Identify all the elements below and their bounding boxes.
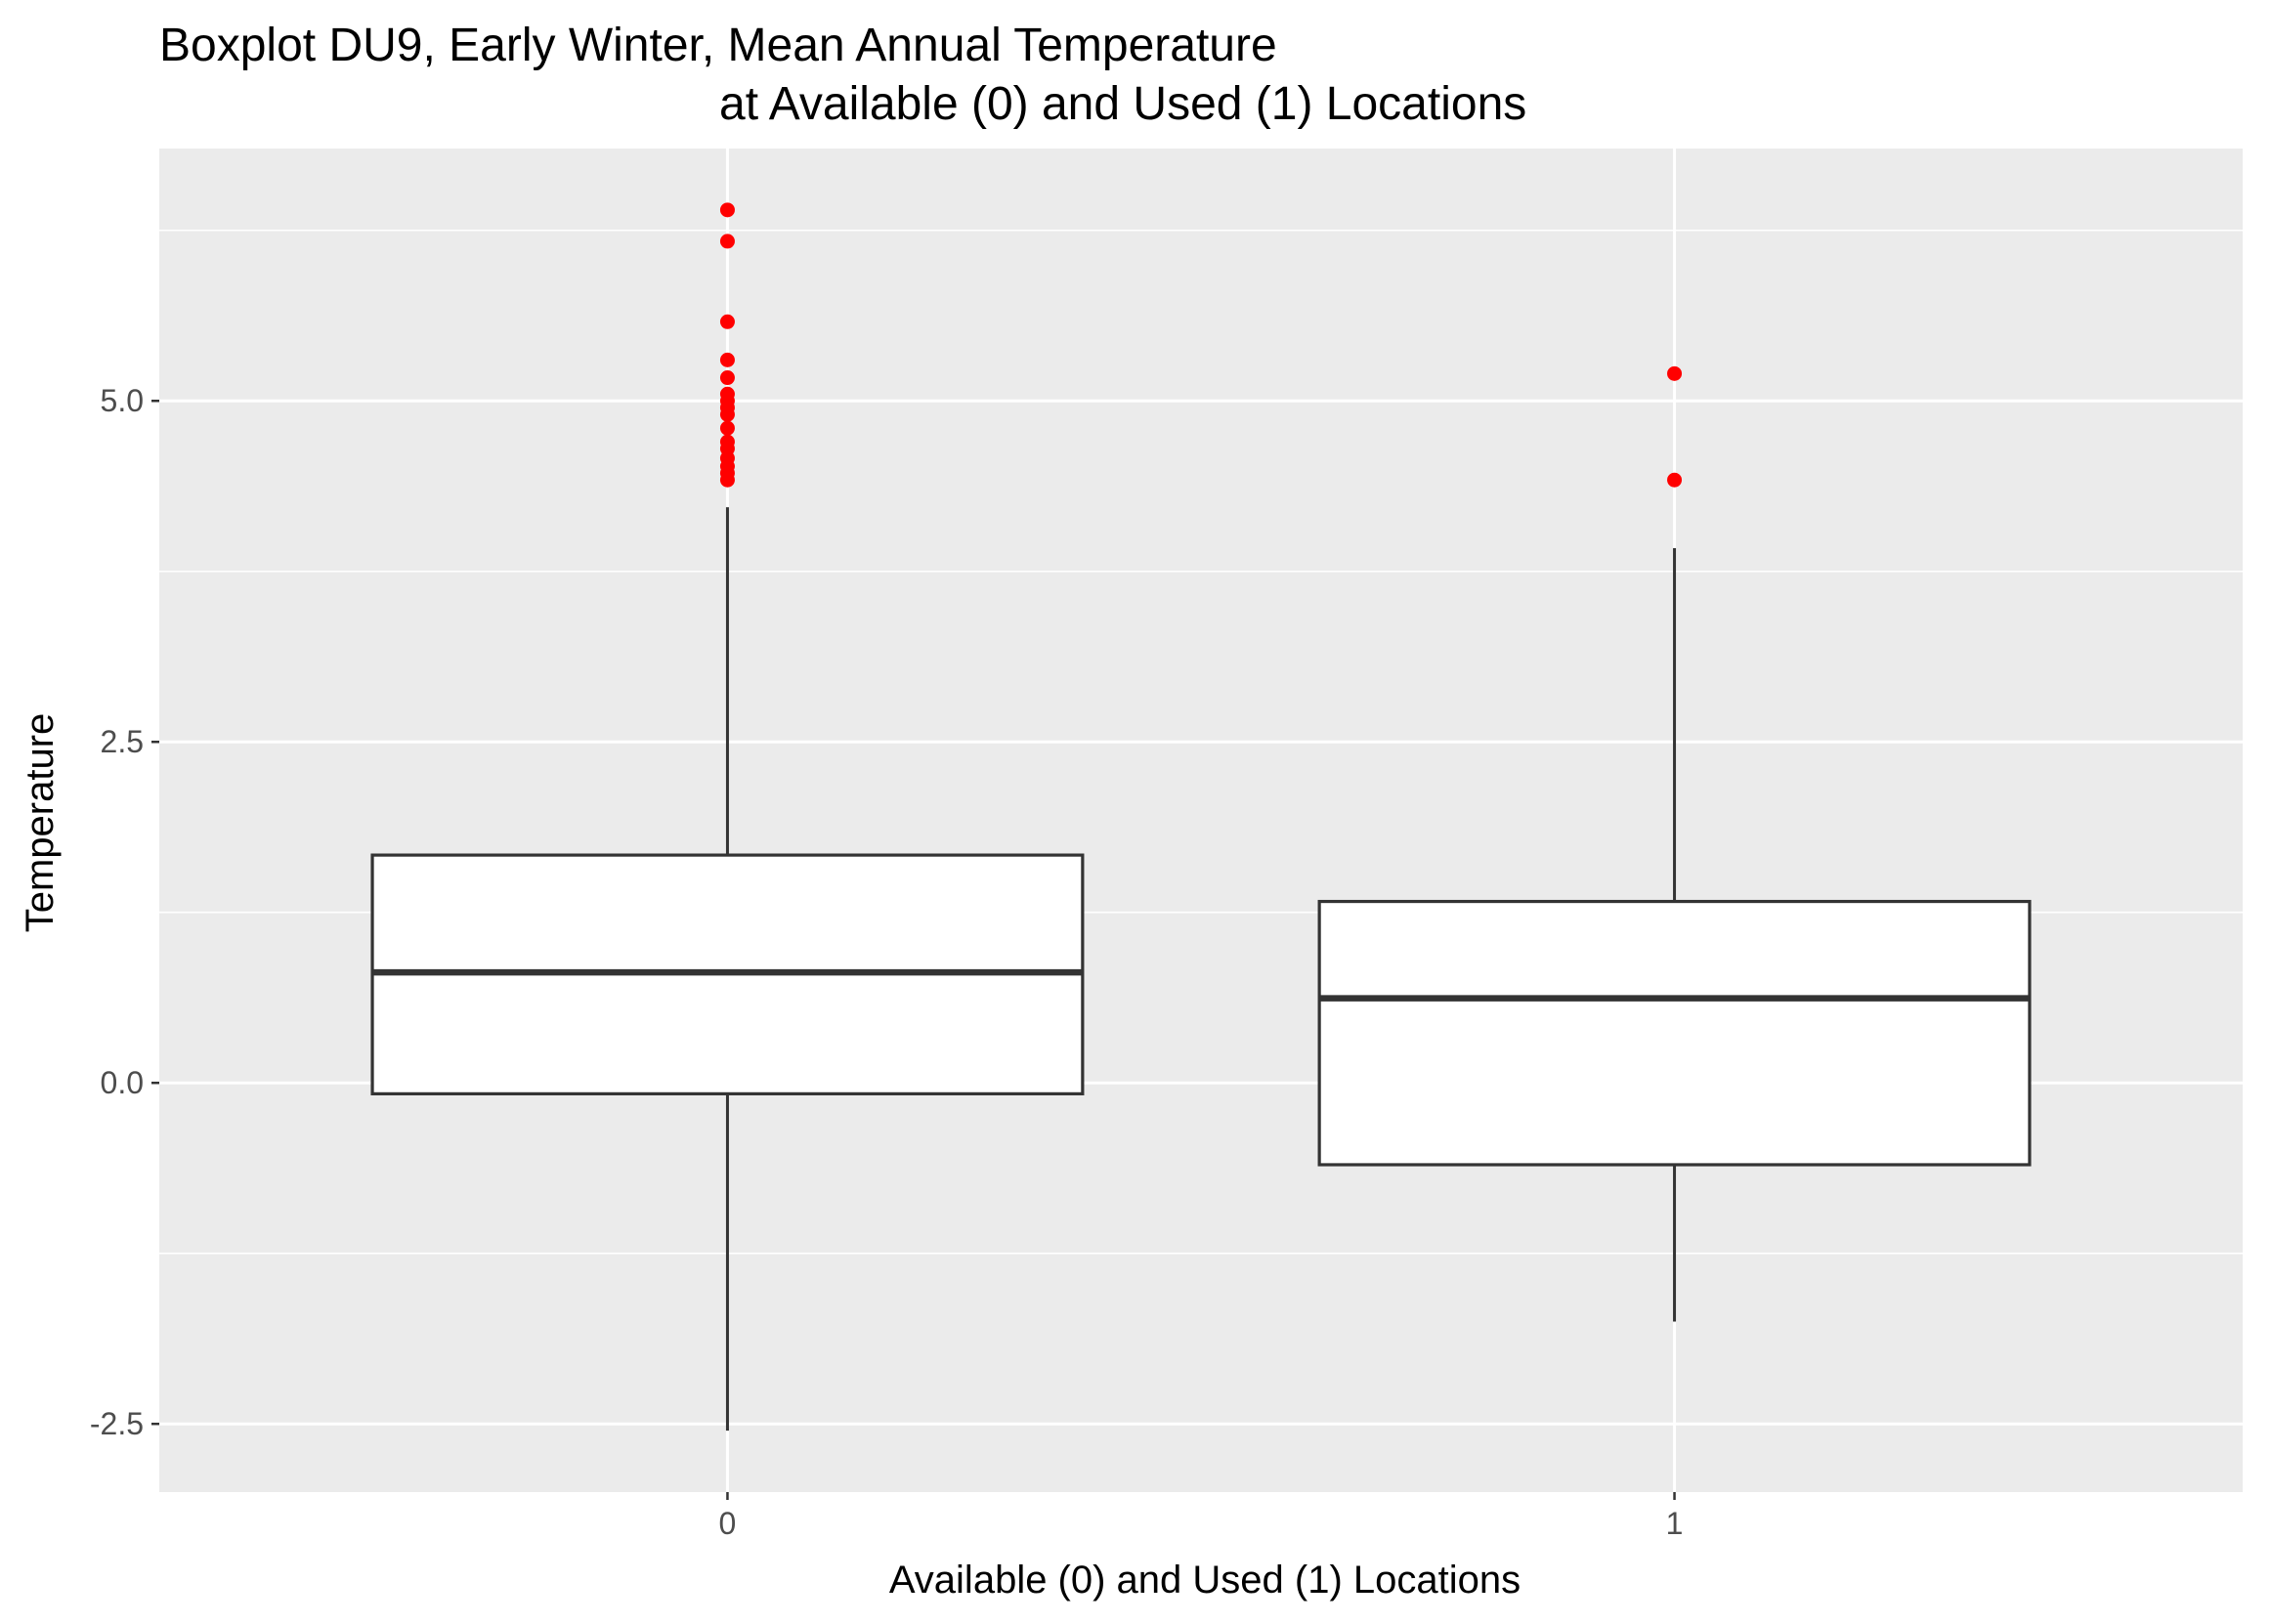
outlier-point: [719, 472, 735, 488]
box-iqr: [1317, 899, 2032, 1167]
chart-subtitle: at Available (0) and Used (1) Locations: [719, 78, 1526, 130]
y-axis-title: Temperature: [19, 713, 62, 933]
outlier-point: [719, 406, 735, 422]
outlier-point: [719, 370, 735, 386]
panel-background: [159, 149, 2243, 1492]
chart-title: Boxplot DU9, Early Winter, Mean Annual T…: [159, 20, 1277, 71]
outlier-point: [719, 202, 735, 218]
x-tick-label: 0: [719, 1506, 737, 1541]
y-tick-label: 2.5: [101, 724, 144, 759]
outlier-point: [1667, 365, 1683, 381]
x-tick-label: 1: [1666, 1506, 1684, 1541]
outlier-point: [719, 314, 735, 329]
outlier-point: [719, 234, 735, 249]
y-tick-label: 5.0: [101, 383, 144, 418]
outlier-point: [1667, 472, 1683, 488]
outlier-point: [719, 420, 735, 436]
outlier-point: [719, 352, 735, 367]
plot-panel: -2.5 0.0 2.5 5.0 0 1: [90, 149, 2243, 1541]
y-tick-label: -2.5: [90, 1406, 144, 1441]
y-tick-label: 0.0: [101, 1065, 144, 1100]
x-axis-title: Available (0) and Used (1) Locations: [889, 1559, 1521, 1602]
